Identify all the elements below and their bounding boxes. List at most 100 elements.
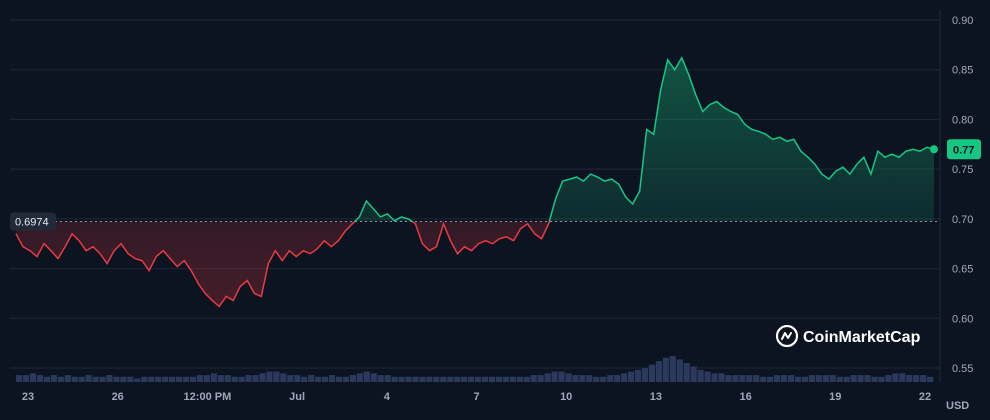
volume-bar (781, 375, 788, 382)
volume-bar (732, 375, 739, 382)
volume-bar (127, 376, 134, 382)
x-tick-label: 26 (112, 391, 124, 403)
volume-bar (106, 375, 113, 382)
x-tick-label: 22 (919, 391, 931, 403)
y-tick-label: 0.85 (952, 65, 973, 77)
volume-bar (92, 376, 99, 382)
volume-bar (558, 371, 565, 382)
volume-bar (774, 375, 781, 382)
volume-bar (634, 369, 642, 382)
x-tick-label: Jul (289, 391, 305, 403)
volume-bar (711, 373, 718, 382)
volume-bar (600, 376, 607, 382)
volume-bar (377, 375, 384, 382)
volume-bar (628, 371, 635, 382)
volume-bar (440, 376, 447, 382)
y-axis-ticks: 0.55 0.60 0.65 0.70 0.75 0.80 0.85 0.90 (952, 15, 973, 375)
volume-bar (433, 376, 440, 382)
volume-bar (287, 375, 294, 382)
y-tick-label: 0.65 (952, 264, 973, 276)
price-line-below-reference (15, 221, 551, 308)
volume-bar (356, 373, 363, 382)
volume-bar (398, 376, 405, 382)
x-tick-label: 12:00 PM (184, 391, 232, 403)
volume-bar (899, 373, 906, 382)
x-tick-label: 10 (560, 391, 572, 403)
volume-bar (607, 375, 614, 382)
volume-bar (405, 376, 412, 382)
volume-bar (655, 361, 662, 382)
volume-bar (120, 376, 127, 382)
volume-bar (16, 375, 23, 382)
volume-bar (363, 371, 370, 382)
volume-bar (43, 376, 50, 382)
volume-bar (315, 376, 322, 382)
volume-bar (468, 376, 475, 382)
volume-bar (801, 376, 809, 382)
volume-bar (370, 373, 377, 382)
volume-bar (864, 375, 871, 382)
y-tick-label: 0.80 (952, 114, 973, 126)
volume-bar (57, 376, 64, 382)
volume-bar (621, 373, 628, 382)
volume-bar (328, 375, 336, 382)
gridlines (10, 10, 941, 382)
volume-bar (189, 376, 197, 382)
volume-bar (544, 373, 551, 382)
volume-bar (78, 376, 85, 382)
volume-bar (64, 375, 71, 382)
volume-bar (162, 376, 169, 382)
volume-bar (725, 375, 732, 382)
volume-bar (927, 376, 934, 382)
volume-bar (516, 376, 523, 382)
y-tick-label: 0.60 (952, 313, 973, 325)
x-tick-label: 19 (829, 391, 841, 403)
reference-value-badge: 0.6974 (10, 212, 56, 231)
volume-bar (530, 375, 537, 382)
current-price-dot (930, 145, 938, 154)
volume-bar (203, 375, 210, 382)
volume-bar (836, 376, 843, 382)
volume-bar (481, 376, 489, 382)
volume-bar (739, 375, 746, 382)
volume-bar (697, 369, 704, 382)
y-tick-label: 0.90 (952, 15, 973, 27)
brand-name: CoinMarketCap (803, 329, 921, 346)
volume-bar (746, 375, 753, 382)
area-below-reference (16, 221, 550, 307)
volume-bar (217, 375, 224, 382)
volume-bar (787, 375, 795, 382)
volume-bar (196, 375, 203, 382)
volume-bar (29, 373, 37, 382)
volume-bar (753, 375, 760, 382)
volume-bar (683, 362, 690, 382)
volume-bar (822, 375, 829, 382)
volume-bar (906, 375, 913, 382)
volume-bar (808, 375, 815, 382)
volume-bar (301, 376, 308, 382)
volume-bar (259, 373, 266, 382)
volume-bar (36, 375, 44, 382)
volume-bar (169, 376, 176, 382)
volume-bar (266, 371, 273, 382)
volume-bar (920, 375, 927, 382)
x-axis-ticks: 23 26 12:00 PM Jul 4 7 10 13 16 19 22 (22, 391, 931, 403)
volume-bar (857, 375, 864, 382)
volume-bar (850, 375, 857, 382)
volume-bar (495, 376, 503, 382)
volume-bar (231, 376, 238, 382)
current-price-badge: 0.77 (947, 139, 981, 160)
volume-bar (648, 364, 656, 382)
x-tick-label: 4 (384, 391, 391, 403)
volume-bar (662, 357, 669, 382)
volume-bar (426, 376, 433, 382)
volume-bar (718, 373, 725, 382)
volume-bar (148, 376, 155, 382)
volume-bar (99, 376, 106, 382)
volume-bar (412, 376, 419, 382)
x-tick-label: 23 (22, 391, 34, 403)
reference-value-label: 0.6974 (15, 216, 49, 228)
volume-bar (871, 376, 878, 382)
volume-bars (16, 356, 934, 382)
